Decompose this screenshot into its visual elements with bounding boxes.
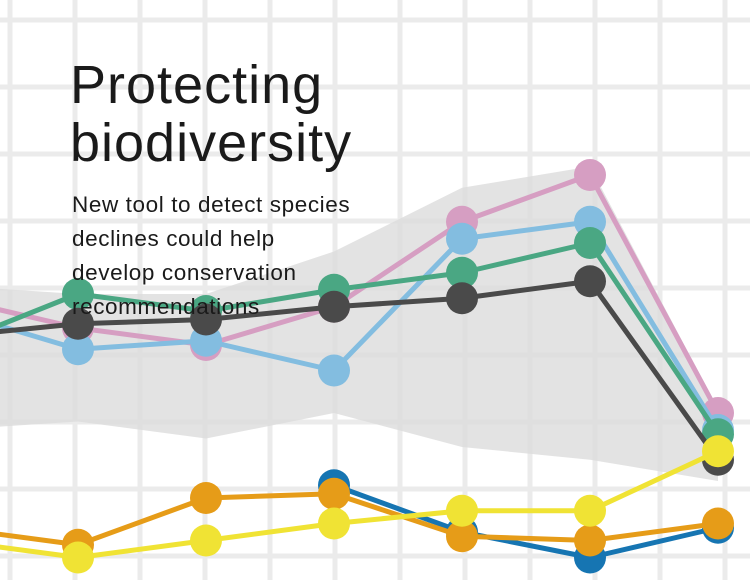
subheadline-line-2: declines could help	[72, 226, 275, 251]
headline-line-2: biodiversity	[70, 113, 353, 173]
series-6-point-1	[62, 541, 94, 574]
series-3-point-1	[62, 307, 94, 340]
series-6-point-3	[318, 507, 350, 540]
subheadline-line-1: New tool to detect species	[72, 192, 351, 217]
range-band-area	[0, 166, 718, 481]
series-2	[0, 227, 734, 451]
series-5-point-2	[190, 482, 222, 514]
series-2-point-5	[574, 227, 606, 259]
series-0-point-5	[574, 159, 606, 191]
series-5-point-5	[574, 524, 606, 557]
series-3-point-2	[190, 303, 222, 336]
subheadline: New tool to detect species declines coul…	[72, 188, 452, 324]
series-2-point-1	[62, 278, 94, 310]
series-1-point-4	[446, 222, 478, 255]
series-6	[0, 435, 734, 574]
subheadline-line-3: develop conservation	[72, 260, 297, 285]
series-3-point-4	[446, 282, 478, 315]
series-6-point-5	[574, 494, 606, 527]
series-3-point-3	[318, 290, 350, 323]
series-layer	[0, 159, 734, 574]
series-1-point-3	[318, 354, 350, 387]
series-6-point-4	[446, 494, 478, 527]
series-2-point-4	[446, 256, 478, 289]
series-3-point-5	[574, 265, 606, 298]
series-5-point-3	[318, 477, 350, 510]
series-5-point-4	[446, 520, 478, 553]
series-5-point-6	[702, 507, 734, 540]
range-band	[0, 166, 718, 481]
series-4-line	[331, 482, 721, 560]
series-6-point-2	[190, 524, 222, 557]
series-1-point-1	[62, 333, 94, 366]
series-5	[0, 477, 734, 561]
subheadline-line-4: recommendations	[72, 294, 260, 319]
headline: Protecting biodiversity	[70, 56, 490, 172]
series-6-point-6	[702, 435, 734, 468]
headline-line-1: Protecting	[70, 55, 324, 115]
